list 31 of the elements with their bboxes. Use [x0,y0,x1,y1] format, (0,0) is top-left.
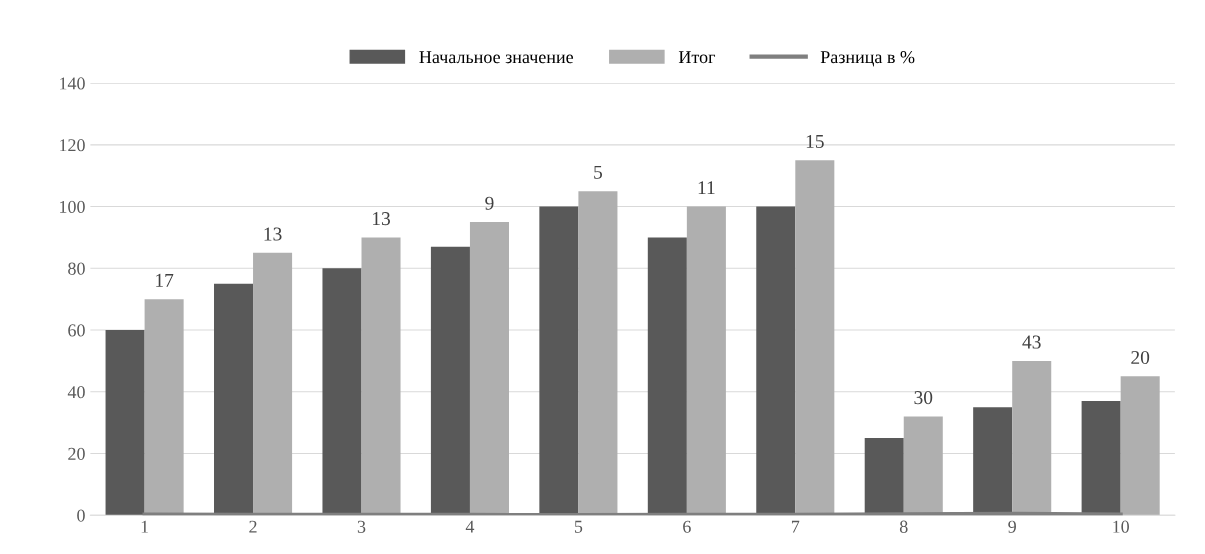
legend-label: Итог [678,51,716,64]
y-tick-label: 100 [60,200,85,214]
x-tick-label: 9 [1008,520,1016,533]
annotation: 13 [264,227,282,241]
x-tick-label: 5 [574,520,583,533]
y-tick-label: 140 [60,77,85,90]
y-tick-label: 60 [68,324,85,337]
y-tick-label: 80 [68,262,85,275]
annotation: 11 [698,181,715,195]
annotation: 5 [594,165,603,179]
x-tick-label: 8 [899,520,908,533]
y-tick-label: 20 [68,447,85,460]
annotation: 17 [156,273,174,287]
x-tick-label: 6 [683,520,691,533]
x-tick-label: 10 [1113,520,1129,533]
x-tick-label: 4 [465,520,475,533]
annotation: 20 [1131,350,1150,365]
annotation: 9 [485,196,494,210]
y-tick-label: 40 [67,386,85,399]
x-tick-label: 7 [791,520,800,533]
annotation: 43 [1022,335,1041,349]
annotation: 30 [914,391,933,405]
x-tick-label: 3 [357,520,366,533]
annotation: 15 [806,134,824,148]
y-tick-label: 120 [60,139,85,152]
legend-label: Начальное значение [419,51,574,64]
legend-label: Разница в % [820,51,915,67]
x-tick-label: 1 [141,520,149,533]
annotation: 13 [373,212,390,226]
x-tick-label: 2 [249,520,257,533]
y-tick-label: 0 [77,509,85,522]
